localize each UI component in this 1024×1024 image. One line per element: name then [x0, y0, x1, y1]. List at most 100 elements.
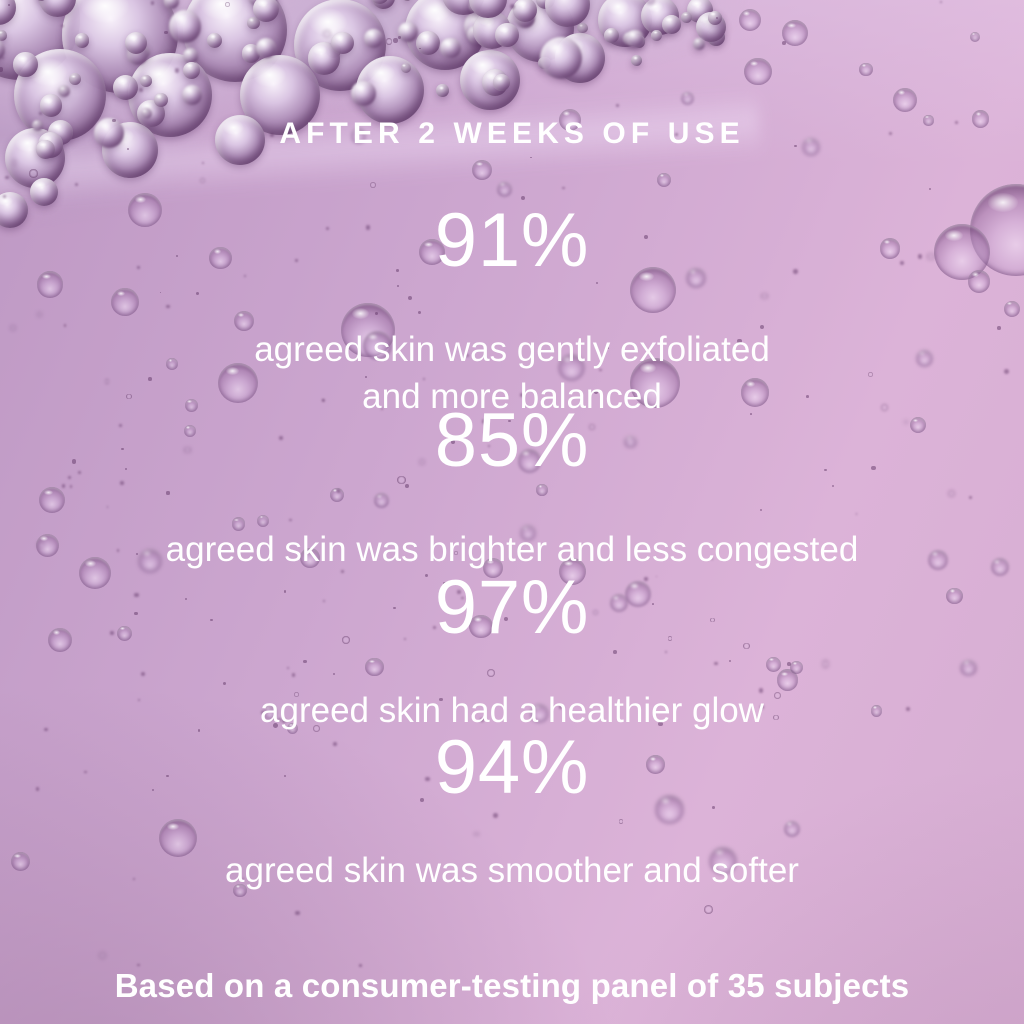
- bubble: [927, 550, 948, 571]
- speck: [460, 596, 464, 600]
- bubble: [138, 548, 163, 573]
- speck: [424, 573, 428, 577]
- speck: [364, 376, 367, 379]
- bubble: [967, 270, 991, 293]
- foam-bubble: [183, 61, 201, 79]
- bubble: [536, 484, 548, 496]
- stat-value-3: 97%: [434, 565, 590, 650]
- bubble: [782, 20, 808, 46]
- bubble: [209, 246, 232, 270]
- foam-bubble: [39, 94, 63, 118]
- bubble: [923, 115, 934, 126]
- bubble: [972, 110, 990, 128]
- speck: [425, 776, 430, 782]
- speck: [855, 513, 858, 515]
- disclaimer-text: Based on a consumer-testing panel of 35 …: [114, 967, 910, 1004]
- speck: [997, 326, 1001, 330]
- speck: [728, 659, 731, 663]
- foam-bubble: [469, 0, 507, 18]
- speck: [398, 36, 401, 39]
- speck: [134, 611, 138, 616]
- speck: [137, 699, 140, 702]
- speck: [121, 447, 124, 451]
- foam-bubble: [662, 14, 682, 34]
- bubble: [709, 847, 738, 875]
- speck: [127, 147, 129, 150]
- bubble: [312, 724, 321, 733]
- bubble: [496, 181, 512, 197]
- bubble: [960, 659, 978, 677]
- speck: [793, 269, 798, 274]
- bubble: [744, 57, 772, 86]
- speck: [420, 798, 425, 802]
- stat-value-2: 85%: [434, 398, 590, 483]
- foam-bubble: [416, 30, 440, 55]
- speck: [282, 718, 286, 723]
- bubble: [486, 668, 496, 677]
- bubble: [773, 715, 779, 721]
- speck: [325, 226, 330, 230]
- speck: [71, 459, 77, 464]
- bubble: [330, 487, 345, 502]
- bubble: [11, 160, 18, 166]
- foam-bubble: [351, 81, 377, 107]
- foam-bubble: [34, 0, 47, 2]
- bubble: [225, 2, 231, 8]
- bubble: [199, 177, 205, 184]
- foam-bubble: [39, 0, 77, 18]
- speck: [805, 395, 809, 399]
- speck: [450, 440, 455, 445]
- bubble: [710, 617, 715, 622]
- bubble: [589, 423, 595, 430]
- foam-bubble: [707, 10, 722, 25]
- bubble: [559, 557, 587, 586]
- speck: [118, 424, 122, 428]
- speck: [613, 650, 617, 654]
- stat-caption-1: agreed skin was gently exfoliated and mo…: [254, 330, 770, 416]
- bubble: [9, 325, 16, 332]
- bubble: [517, 448, 542, 473]
- bubble: [110, 287, 139, 316]
- bubble: [926, 252, 935, 261]
- speck: [166, 491, 170, 495]
- speck: [928, 187, 931, 190]
- speck: [418, 47, 421, 50]
- speck: [900, 261, 904, 265]
- speck: [333, 742, 337, 746]
- foam-bubble: [436, 84, 450, 98]
- speck: [675, 133, 679, 136]
- bubble: [773, 691, 782, 700]
- speck: [365, 225, 371, 230]
- speck: [166, 774, 169, 778]
- speck: [77, 471, 81, 475]
- speck: [824, 468, 827, 472]
- speck: [295, 259, 298, 262]
- foam-bubble: [440, 37, 461, 59]
- speck: [110, 631, 114, 635]
- speck: [185, 597, 188, 600]
- bubble: [341, 636, 350, 645]
- foam-bubble: [540, 37, 583, 79]
- bubble: [104, 379, 110, 384]
- bubble: [761, 292, 768, 299]
- foam-bubble: [255, 38, 276, 59]
- foam-bubble: [692, 37, 705, 50]
- stat-value-1: 91%: [434, 198, 590, 283]
- speck: [714, 661, 718, 666]
- speck: [337, 489, 341, 493]
- bubble: [29, 169, 38, 178]
- speck: [759, 509, 763, 512]
- speck: [321, 398, 326, 403]
- speck: [132, 878, 135, 881]
- speck: [164, 30, 169, 35]
- bubble: [35, 533, 59, 557]
- speck: [781, 40, 786, 45]
- bubble: [39, 487, 65, 513]
- foam-bubble: [124, 32, 147, 55]
- speck: [433, 625, 437, 629]
- bubble: [117, 625, 133, 641]
- speck: [939, 1, 942, 3]
- foam-bubble: [370, 0, 389, 4]
- speck: [36, 787, 40, 791]
